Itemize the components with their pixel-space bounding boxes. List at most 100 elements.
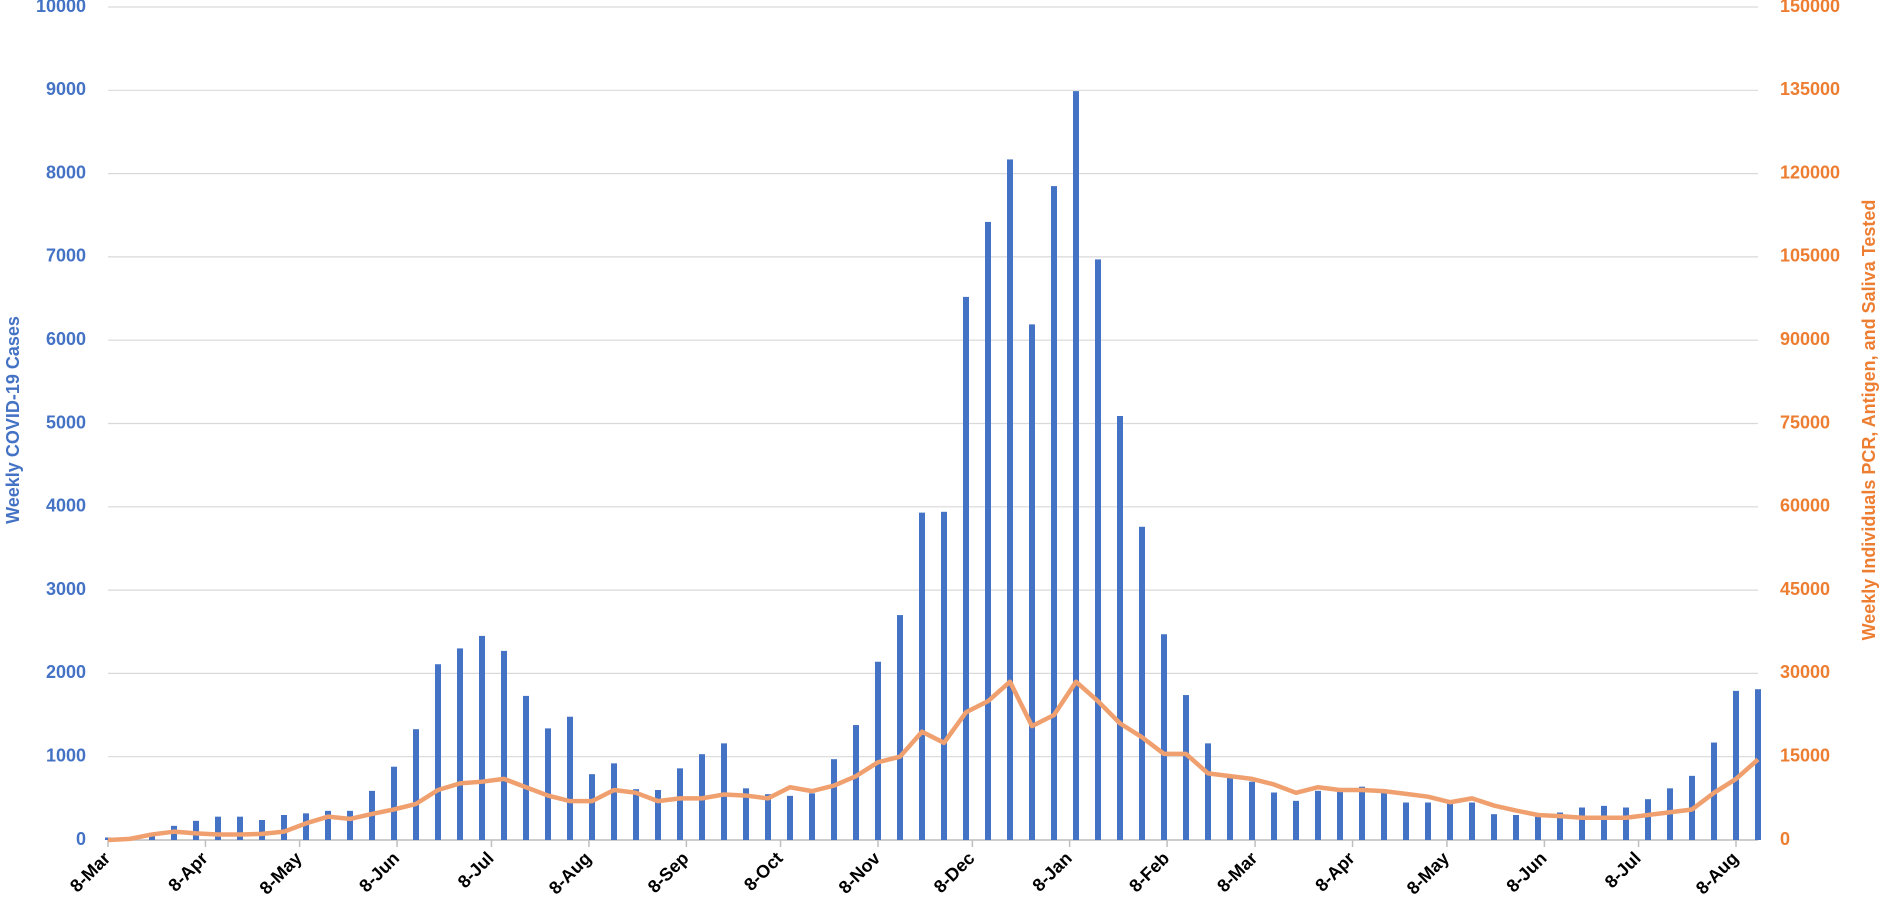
y-tick-label: 9000 [46, 79, 86, 99]
x-tick-label: 8-Apr [1311, 848, 1358, 895]
bar [831, 759, 837, 840]
x-tick-label: 8-Apr [164, 848, 211, 895]
bar [1205, 743, 1211, 840]
y-tick-label: 0 [76, 829, 86, 849]
bar [1601, 805, 1607, 840]
bar [1315, 790, 1321, 840]
x-tick-label: 8-May [256, 848, 306, 898]
bar [281, 815, 287, 840]
bar [325, 810, 331, 840]
bar [765, 794, 771, 840]
y2-tick-label: 150000 [1780, 0, 1840, 16]
y2-tick-label: 90000 [1780, 329, 1830, 349]
bar [1227, 775, 1233, 840]
bar [1095, 259, 1101, 840]
x-tick-label: 8-Mar [1213, 848, 1261, 896]
y2-tick-label: 45000 [1780, 579, 1830, 599]
bar [1007, 159, 1013, 841]
bar [1381, 790, 1387, 840]
y2-tick-label: 120000 [1780, 162, 1840, 182]
bar [1403, 802, 1409, 840]
bar [1051, 186, 1057, 841]
bar [721, 743, 727, 840]
bar [743, 788, 749, 840]
x-tick-label: 8-Aug [545, 848, 595, 898]
y2-tick-label: 135000 [1780, 79, 1840, 99]
y2-tick-label: 15000 [1780, 745, 1830, 765]
y2-tick-label: 30000 [1780, 662, 1830, 682]
bar [809, 793, 815, 840]
y-axis-title: Weekly COVID-19 Cases [3, 316, 23, 524]
bar [391, 766, 397, 840]
y2-tick-label: 105000 [1780, 246, 1840, 266]
bar [1139, 526, 1145, 840]
bar [1183, 695, 1189, 840]
x-tick-label: 8-May [1403, 848, 1453, 898]
bar [1623, 807, 1629, 840]
x-tick-label: 8-Dec [930, 848, 979, 897]
bar [1161, 634, 1167, 840]
bar [1359, 786, 1365, 840]
bar [1425, 802, 1431, 840]
x-tick-label: 8-Nov [835, 848, 885, 898]
y-tick-label: 7000 [46, 246, 86, 266]
bar [1755, 689, 1761, 840]
x-tick-label: 8-Jun [355, 848, 403, 896]
bar [787, 795, 793, 840]
bar [1447, 800, 1453, 840]
x-tick-label: 8-Jan [1028, 848, 1075, 895]
bar [1579, 807, 1585, 840]
x-tick-label: 8-Sep [644, 848, 693, 897]
bar [611, 763, 617, 840]
bar [853, 725, 859, 840]
bar [1117, 416, 1123, 840]
bar [1733, 690, 1739, 840]
bar [435, 664, 441, 840]
y-tick-label: 3000 [46, 579, 86, 599]
bar [149, 834, 155, 840]
bar [1557, 812, 1563, 840]
y-tick-label: 4000 [46, 496, 86, 516]
x-tick-label: 8-Jul [1601, 848, 1645, 892]
y-tick-label: 2000 [46, 662, 86, 682]
bar [589, 774, 595, 840]
y2-tick-label: 75000 [1780, 412, 1830, 432]
bar [567, 716, 573, 840]
bar [1469, 802, 1475, 840]
bar [1293, 800, 1299, 840]
y-tick-label: 5000 [46, 412, 86, 432]
y-tick-label: 6000 [46, 329, 86, 349]
bar [963, 296, 969, 840]
bar [259, 820, 265, 840]
y-tick-label: 8000 [46, 162, 86, 182]
x-tick-label: 8-Jul [454, 848, 498, 892]
x-tick-label: 8-Feb [1125, 848, 1173, 896]
bar [523, 695, 529, 840]
bar [1535, 816, 1541, 840]
y2-tick-label: 60000 [1780, 496, 1830, 516]
bar [193, 820, 199, 840]
bar [677, 768, 683, 840]
bar [875, 661, 881, 840]
x-tick-label: 8-Oct [740, 848, 787, 895]
bar [413, 729, 419, 840]
bar [1029, 324, 1035, 840]
bar [1271, 792, 1277, 840]
bar [545, 728, 551, 840]
bar [919, 512, 925, 840]
bar [655, 790, 661, 840]
bar [1249, 781, 1255, 840]
y-tick-label: 1000 [46, 745, 86, 765]
bar [501, 650, 507, 840]
line [107, 679, 1760, 843]
bar [1073, 91, 1079, 841]
x-tick-label: 8-Mar [66, 848, 114, 896]
x-tick-label: 8-Aug [1692, 848, 1742, 898]
bar [215, 816, 221, 840]
bar [1645, 799, 1651, 840]
bar [1337, 788, 1343, 840]
bar [479, 635, 485, 840]
bar [941, 511, 947, 840]
bar [457, 648, 463, 840]
